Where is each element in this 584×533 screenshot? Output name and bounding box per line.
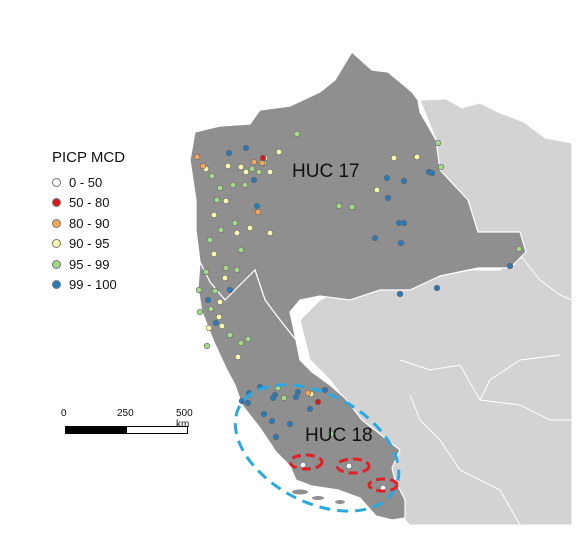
legend-item: 80 - 90 <box>52 213 162 234</box>
legend-item: 99 - 100 <box>52 275 162 296</box>
scale-segment-white <box>126 426 188 434</box>
stations-99-100 <box>204 144 514 441</box>
legend-swatch <box>52 218 61 228</box>
red-highlight-1 <box>288 453 324 471</box>
station-points <box>193 130 523 492</box>
legend-label: 90 - 95 <box>69 236 110 252</box>
neighbor-borders <box>399 254 573 526</box>
legend-title: PICP MCD <box>52 149 126 166</box>
red-highlight-2 <box>335 457 371 475</box>
legend-item: 95 - 99 <box>52 254 162 275</box>
legend-swatch <box>52 198 61 208</box>
coast-islands <box>292 489 345 504</box>
stations-0-50 <box>299 461 387 492</box>
stations-90-95 <box>202 148 421 398</box>
legend-swatch <box>52 280 61 290</box>
huc18-label: HUC 18 <box>305 425 373 446</box>
stations-50-80 <box>259 154 322 406</box>
scale-tick-500: 500 km <box>176 408 193 430</box>
huc18-region <box>197 259 406 521</box>
legend-swatch <box>52 239 61 249</box>
scale-tick-250: 250 <box>117 408 134 419</box>
red-highlight-3 <box>367 477 399 493</box>
legend-item: 90 - 95 <box>52 234 162 255</box>
scale-bar: 0 250 500 km <box>61 408 193 438</box>
legend-label: 95 - 99 <box>69 256 110 272</box>
legend-swatch <box>52 259 61 269</box>
legend-item: 0 - 50 <box>52 172 162 193</box>
scale-segment-black <box>65 426 127 434</box>
legend-label: 99 - 100 <box>69 277 117 293</box>
huc17-region <box>189 51 527 341</box>
huc17-label: HUC 17 <box>292 161 360 182</box>
legend-label: 0 - 50 <box>69 174 103 190</box>
stations-80-90 <box>193 153 312 397</box>
scale-tick-0: 0 <box>61 408 67 419</box>
legend-item: 50 - 80 <box>52 193 162 214</box>
legend-label: 50 - 80 <box>69 195 110 211</box>
legend-swatch <box>52 177 61 187</box>
stations-95-99 <box>195 130 523 438</box>
legend: PICP MCD 0 - 50 50 - 80 80 - 90 90 - 95 … <box>52 149 162 295</box>
legend-label: 80 - 90 <box>69 215 110 231</box>
